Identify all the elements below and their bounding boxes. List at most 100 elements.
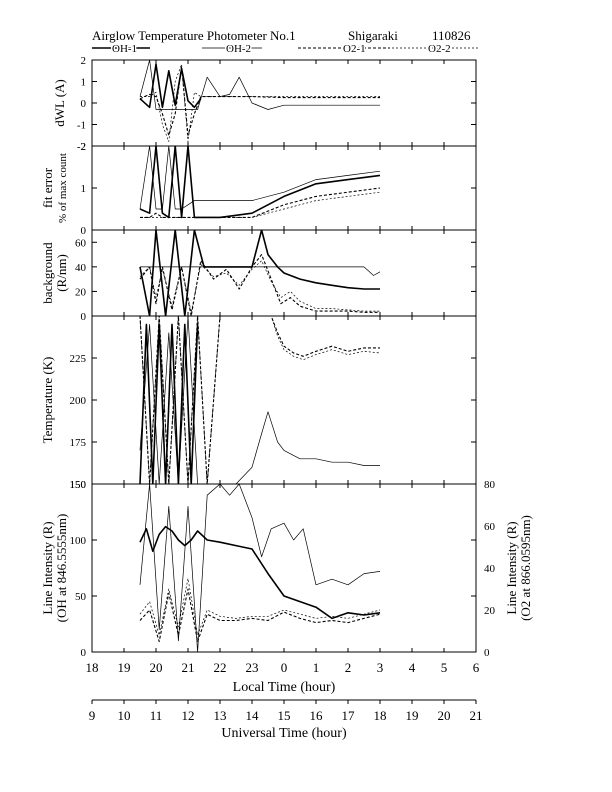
y-tick-label: -2 bbox=[77, 141, 86, 153]
series-line-o2-1 bbox=[139, 588, 381, 643]
series-line-oh-1 bbox=[139, 230, 380, 316]
legend-label-o22: O2-2 bbox=[428, 43, 451, 55]
series-line-o2-2 bbox=[140, 191, 381, 218]
series-group bbox=[139, 484, 381, 652]
ut-tick-label: 13 bbox=[214, 708, 227, 723]
local-time-tick-label: 20 bbox=[150, 660, 163, 675]
y-tick-label: 60 bbox=[75, 237, 87, 249]
y2-tick-label: 60 bbox=[484, 521, 496, 533]
y-tick-label: 200 bbox=[70, 395, 87, 407]
ut-tick-label: 19 bbox=[406, 708, 419, 723]
ut-tick-label: 17 bbox=[342, 708, 356, 723]
series-line-oh-1 bbox=[139, 323, 199, 484]
y-axis-label: fit error bbox=[40, 167, 55, 208]
y-axis-label: background bbox=[40, 242, 55, 304]
ut-tick-label: 9 bbox=[89, 708, 96, 723]
ut-tick-label: 14 bbox=[246, 708, 260, 723]
local-time-tick-label: 2 bbox=[345, 660, 352, 675]
series-group bbox=[139, 146, 381, 219]
panel-1: 2 1 0 -1 -2 dWL (A) bbox=[52, 55, 477, 153]
legend-label-oh1: OH-1 bbox=[112, 43, 137, 55]
y-tick-label: 0 bbox=[81, 311, 87, 323]
y-axis-label-units: (R/nm) bbox=[54, 254, 69, 292]
local-time-tick-label: 23 bbox=[246, 660, 259, 675]
panel-4: 225 200 175 150 Temperature (K) bbox=[40, 315, 477, 491]
local-time-tick-label: 18 bbox=[86, 660, 99, 675]
y-tick-label: 0 bbox=[81, 647, 87, 659]
series-line-oh-2 bbox=[139, 146, 381, 210]
y-tick-label: 1 bbox=[81, 183, 87, 195]
local-time-tick-label: 0 bbox=[281, 660, 288, 675]
chart-date-code: 110826 bbox=[432, 28, 471, 43]
ut-tick-label: 18 bbox=[374, 708, 387, 723]
legend-label-oh2: OH-2 bbox=[226, 43, 251, 55]
legend-label-o21: O2-1 bbox=[343, 43, 366, 55]
chart-title: Airglow Temperature Photometer No.1 bbox=[92, 28, 296, 43]
local-time-tick-label: 19 bbox=[118, 660, 131, 675]
local-time-tick-label: 21 bbox=[182, 660, 195, 675]
series-line-o2-1 bbox=[139, 65, 380, 136]
y-axis-label: dWL (A) bbox=[52, 79, 67, 127]
y-axis-label-units: (OH at 846.5555nm) bbox=[54, 514, 69, 623]
series-line-o2-2 bbox=[140, 63, 380, 143]
series-line-oh-2 bbox=[139, 484, 381, 652]
series-line-oh-2 bbox=[139, 316, 380, 484]
ut-tick-label: 15 bbox=[278, 708, 291, 723]
series-group bbox=[139, 230, 381, 316]
y2-tick-label: 0 bbox=[484, 647, 490, 659]
y-tick-label: 150 bbox=[70, 479, 87, 491]
y-tick-label: 0 bbox=[81, 225, 87, 237]
y-axis-label-units: % of max count bbox=[57, 153, 69, 223]
y2-tick-label: 80 bbox=[484, 479, 496, 491]
y-axis-label: Line Intensity (R) bbox=[40, 521, 55, 614]
y-tick-label: 225 bbox=[70, 353, 87, 365]
y-tick-label: 20 bbox=[75, 286, 87, 298]
ut-tick-label: 10 bbox=[118, 708, 131, 723]
series-line-o2-2 bbox=[139, 260, 380, 313]
y2-tick-label: 20 bbox=[484, 605, 496, 617]
ut-axis-label: Universal Time (hour) bbox=[221, 726, 347, 741]
panel-3: 60 40 20 0 background (R/nm) bbox=[40, 229, 477, 323]
series-group bbox=[139, 60, 380, 143]
local-time-tick-label: 6 bbox=[473, 660, 480, 675]
y2-axis-label-units: (O2 at 866.0595nm) bbox=[518, 515, 533, 621]
y-tick-label: 2 bbox=[81, 55, 87, 67]
series-line-o2-2 bbox=[139, 316, 381, 484]
series-line-oh-1 bbox=[139, 146, 381, 219]
series-group bbox=[139, 316, 381, 484]
panel-2: 2 1 0 fit error% of max count bbox=[40, 141, 477, 237]
y-tick-label: 175 bbox=[70, 437, 87, 449]
chart-site: Shigaraki bbox=[348, 28, 398, 43]
y-tick-label: 0 bbox=[81, 98, 87, 110]
y-tick-label: 1 bbox=[81, 77, 87, 89]
ut-tick-label: 21 bbox=[470, 708, 483, 723]
local-time-axis-label: Local Time (hour) bbox=[233, 680, 336, 695]
series-line-oh-1 bbox=[139, 63, 202, 109]
ut-tick-label: 12 bbox=[182, 708, 195, 723]
y-tick-label: 2 bbox=[81, 141, 87, 153]
y2-axis-label: Line Intensity (R) bbox=[504, 521, 519, 614]
series-line-o2-1 bbox=[139, 316, 380, 484]
y2-tick-label: 40 bbox=[484, 563, 496, 575]
panel-frame bbox=[91, 483, 477, 653]
series-line-o2-2 bbox=[139, 578, 381, 636]
series-line-oh-1 bbox=[139, 525, 381, 620]
y-tick-label: 50 bbox=[75, 591, 87, 603]
local-time-tick-label: 3 bbox=[377, 660, 384, 675]
series-line-oh-2 bbox=[140, 266, 381, 276]
ut-tick-label: 11 bbox=[150, 708, 163, 723]
ut-tick-label: 20 bbox=[438, 708, 451, 723]
y-tick-label: 150 bbox=[70, 479, 87, 491]
local-time-tick-label: 4 bbox=[409, 660, 416, 675]
y-tick-label: 40 bbox=[75, 262, 87, 274]
local-time-tick-label: 22 bbox=[214, 660, 227, 675]
series-line-o2-1 bbox=[140, 187, 381, 218]
series-line-o2-1 bbox=[139, 254, 380, 316]
ut-tick-label: 16 bbox=[310, 708, 324, 723]
local-time-tick-label: 1 bbox=[313, 660, 320, 675]
y-tick-label: -1 bbox=[77, 120, 86, 132]
y-tick-label: 100 bbox=[70, 535, 87, 547]
